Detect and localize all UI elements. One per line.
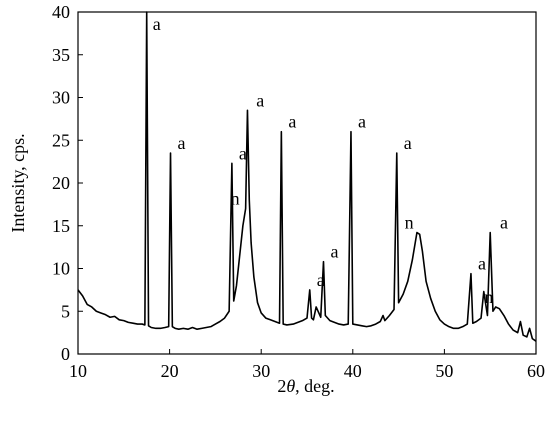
y-tick-label: 0 — [61, 344, 70, 364]
peak-label: a — [288, 112, 296, 132]
y-axis-label: Intensity, cps. — [8, 133, 28, 232]
x-tick-label: 40 — [344, 361, 362, 381]
x-axis-label-symbol: θ — [286, 376, 295, 396]
peak-label: a — [500, 213, 508, 233]
x-tick-labels: 10 20 30 40 50 60 — [69, 361, 545, 381]
peak-label: a — [256, 90, 264, 110]
y-tick-label: 25 — [52, 130, 70, 150]
peak-label: n — [405, 213, 414, 233]
y-tick-label: 40 — [52, 2, 70, 22]
peak-label: a — [153, 14, 161, 34]
peak-label: a — [239, 143, 247, 163]
y-tick-label: 10 — [52, 259, 70, 279]
peak-label: n — [484, 287, 493, 307]
axes — [77, 11, 537, 355]
peak-label: a — [478, 254, 486, 274]
x-tick-label: 50 — [435, 361, 453, 381]
y-tick-labels: 0 5 10 15 20 25 30 35 40 — [52, 2, 70, 364]
y-tick-label: 30 — [52, 88, 70, 108]
series-layer — [77, 11, 537, 342]
x-axis-label: 2θ, deg. — [277, 376, 334, 396]
x-tick-label: 30 — [252, 361, 270, 381]
y-tick-label: 5 — [61, 301, 70, 321]
x-axis-label-prefix: 2 — [277, 376, 286, 396]
peak-label: n — [231, 189, 240, 209]
x-tick-label: 20 — [161, 361, 179, 381]
peak-label: a — [330, 242, 338, 262]
peak-label: a — [317, 270, 325, 290]
x-tick-label: 60 — [527, 361, 545, 381]
y-tick-label: 20 — [52, 173, 70, 193]
peak-label: a — [178, 133, 186, 153]
y-tick-label: 15 — [52, 216, 70, 236]
peak-label: a — [358, 112, 366, 132]
y-tick-label: 35 — [52, 45, 70, 65]
series-line — [77, 11, 537, 342]
x-tick-label: 10 — [69, 361, 87, 381]
x-axis-label-suffix: , deg. — [295, 376, 335, 396]
peak-label: a — [404, 133, 412, 153]
